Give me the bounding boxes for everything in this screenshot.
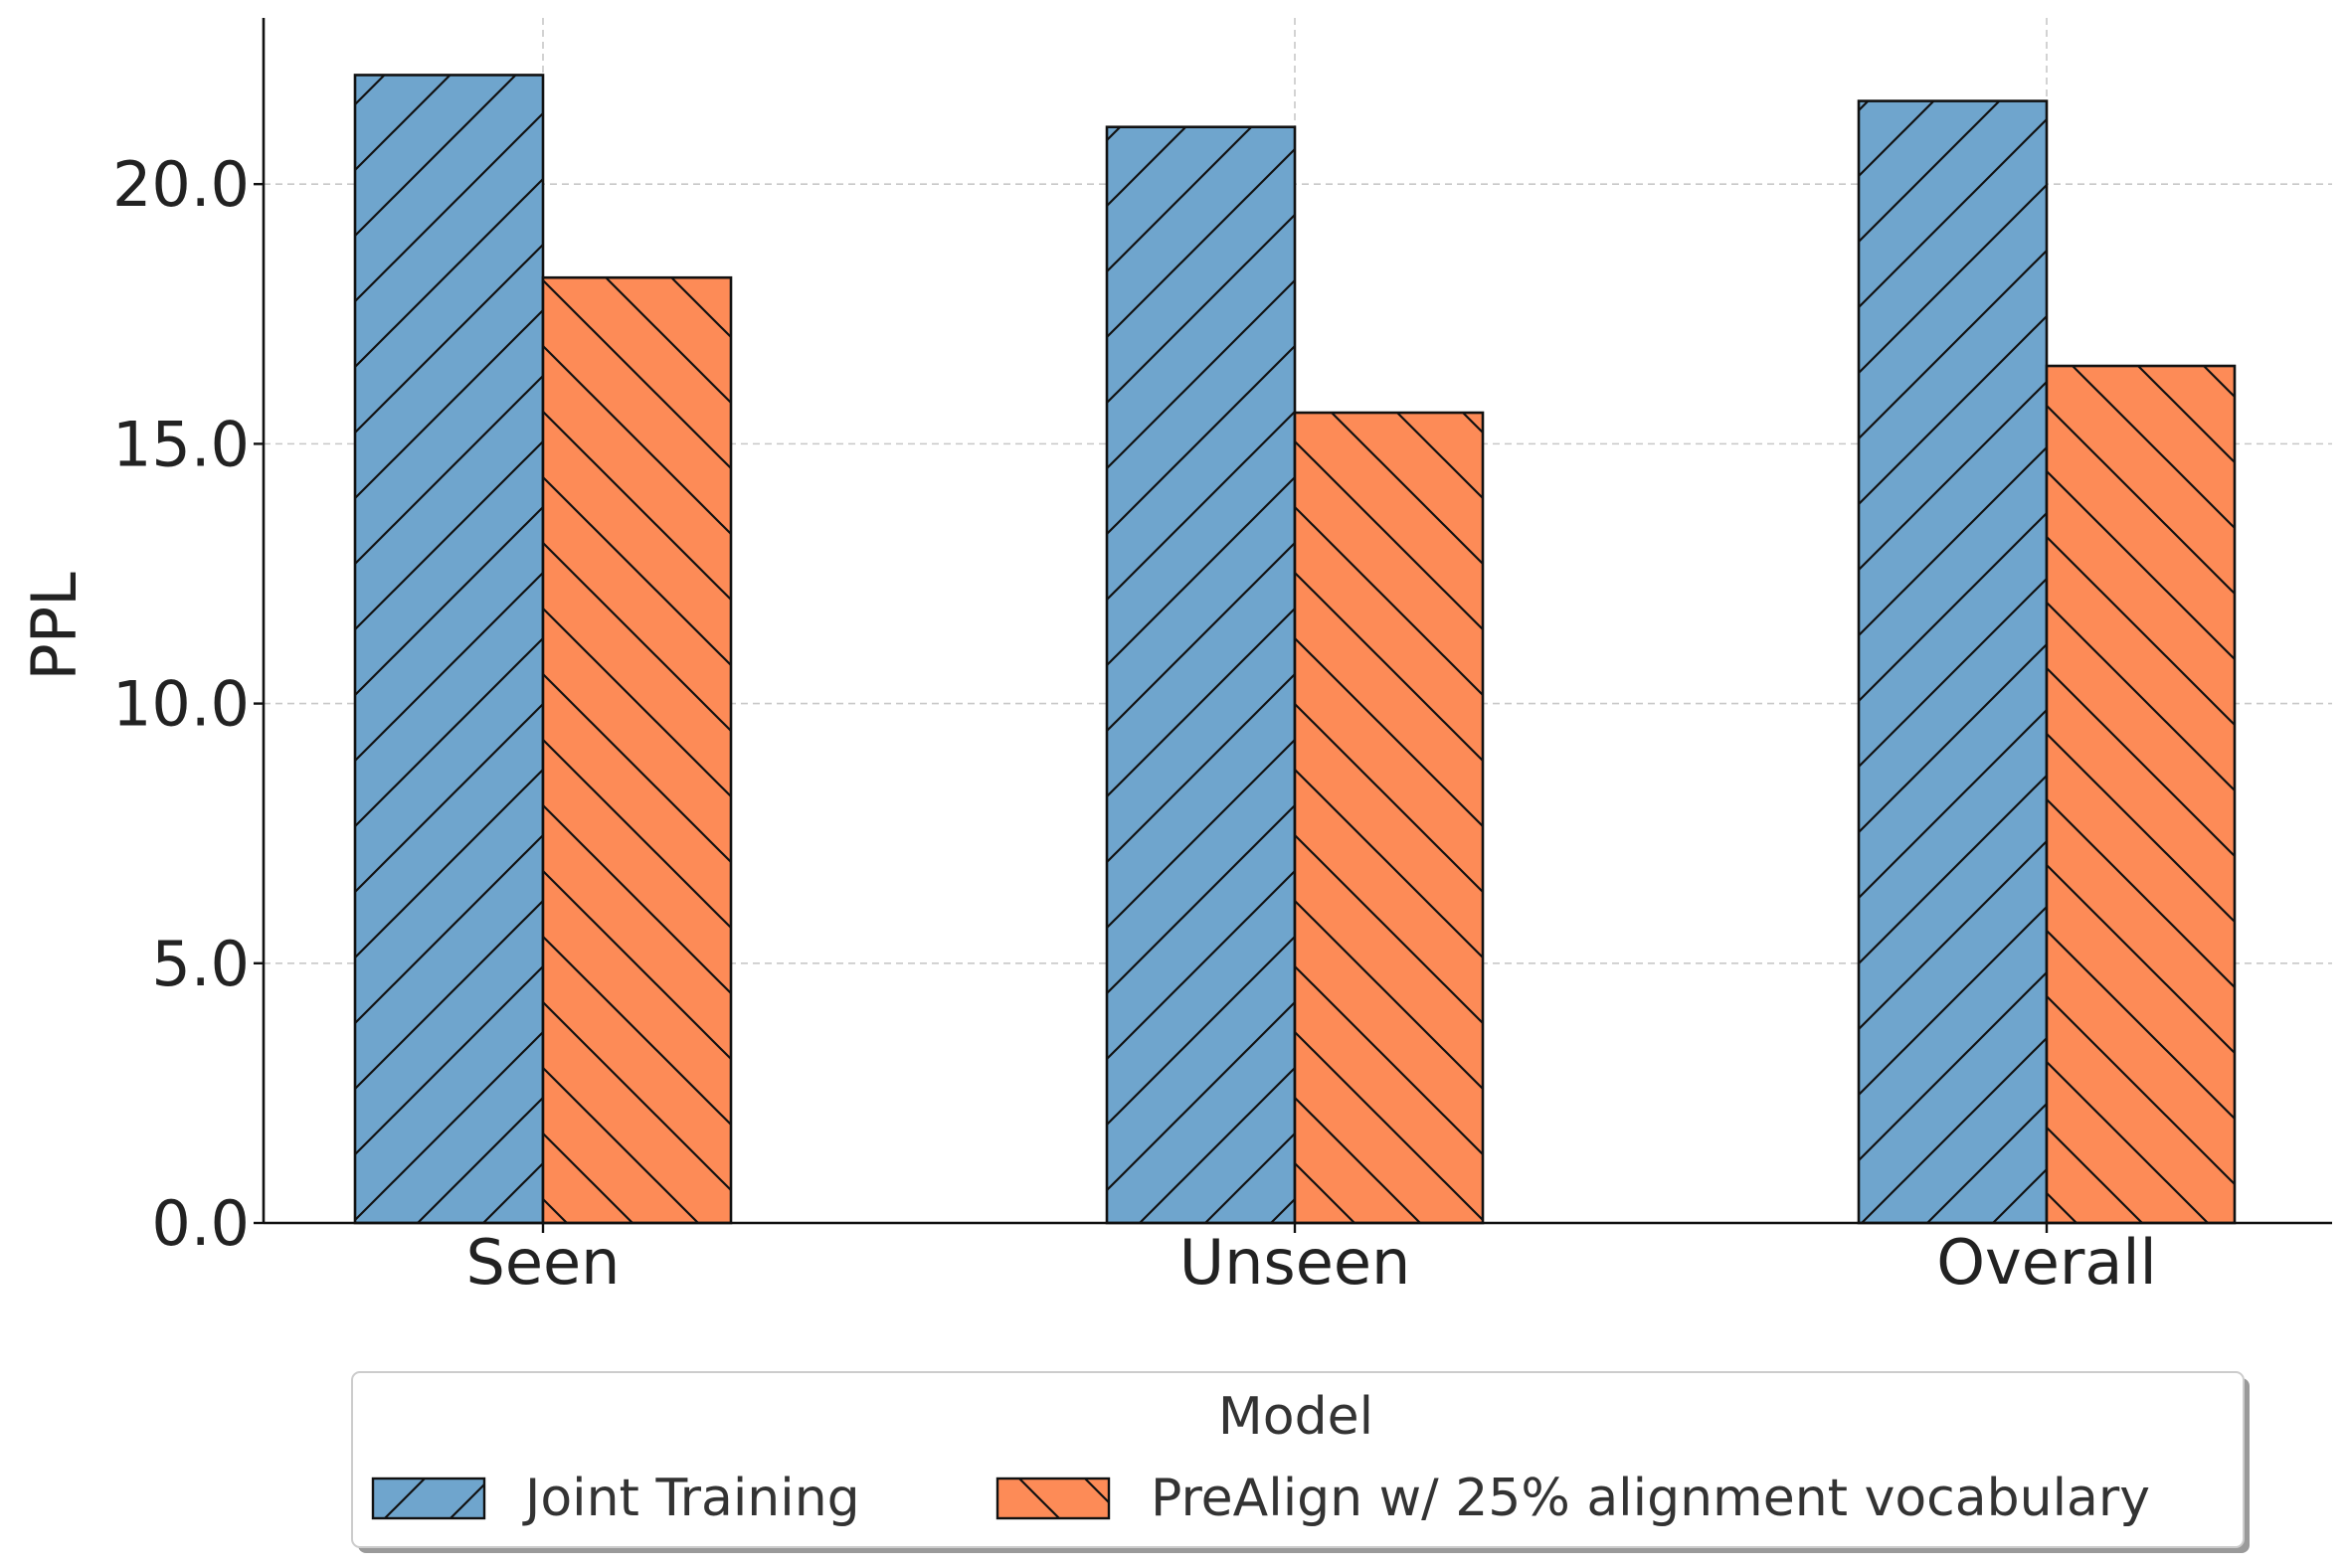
legend-label-joint-training: Joint Training [522,1469,860,1528]
bar-seen-joint-training [353,74,545,1225]
legend-swatch-prealign [995,1477,1111,1520]
y-tick-label-0: 0.0 [151,1187,250,1260]
legend: Model Joint Training PreAlign w/ 25% ali… [351,1371,2250,1553]
y-tick-label-3: 15.0 [112,408,250,480]
axes [262,18,2332,1225]
legend-swatch-joint-training [371,1477,486,1520]
y-tick-label-1: 5.0 [151,928,250,1000]
y-tick-label-2: 10.0 [112,668,250,741]
x-tick-label-overall: Overall [1936,1226,2157,1299]
x-tick-label-seen: Seen [466,1226,621,1299]
x-tick-labels: Seen Unseen Overall [466,1223,2157,1299]
legend-label-prealign: PreAlign w/ 25% alignment vocabulary [1151,1469,2150,1528]
legend-box [351,1371,2245,1548]
bar-overall-joint-training [1857,99,2049,1225]
y-tick-labels: 0.0 5.0 10.0 15.0 20.0 [112,148,264,1260]
y-axis-title: PPL [18,572,90,681]
bar-unseen-joint-training [1105,125,1297,1225]
bar-overall-prealign [2045,364,2237,1225]
bars [353,74,2237,1225]
legend-title: Model [1218,1387,1373,1447]
x-tick-label-unseen: Unseen [1179,1226,1411,1299]
bar-seen-prealign [541,275,733,1225]
bar-unseen-prealign [1293,411,1485,1225]
y-tick-label-4: 20.0 [112,148,250,221]
